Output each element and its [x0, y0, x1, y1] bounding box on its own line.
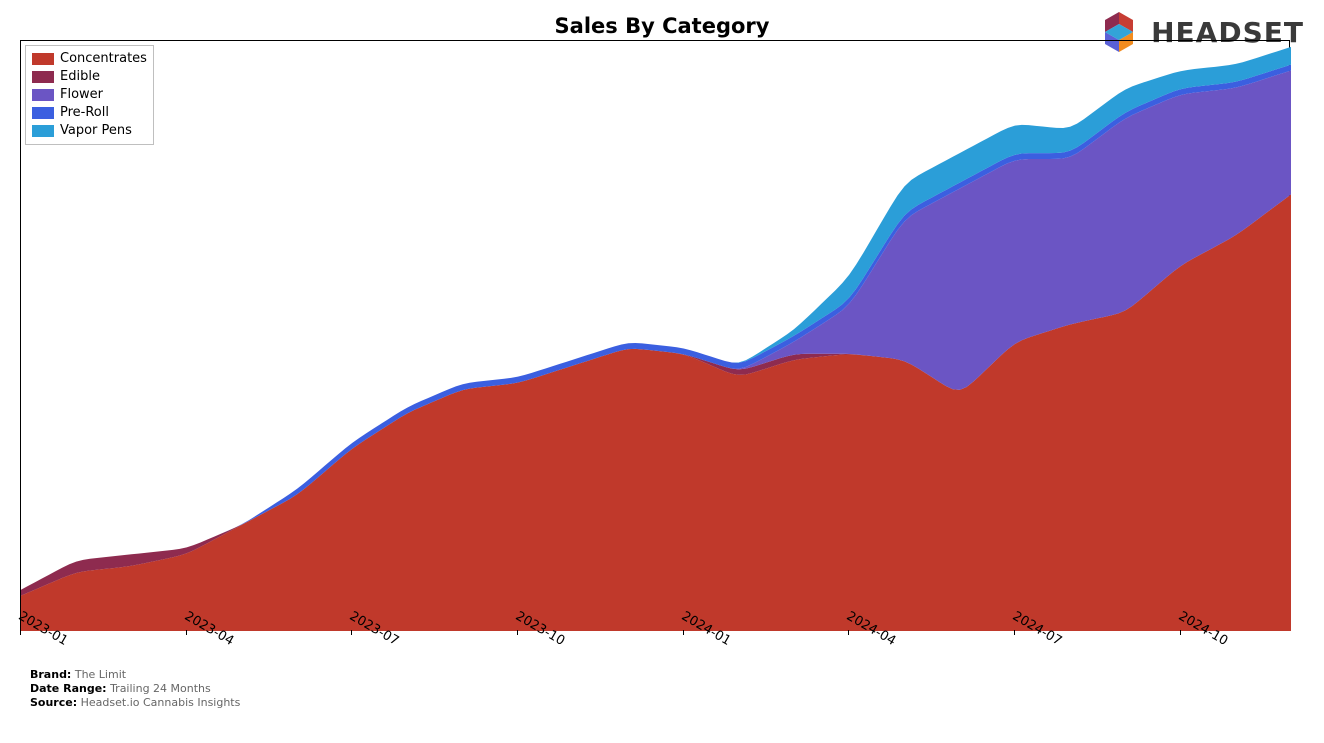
legend-label: Vapor Pens	[60, 122, 132, 140]
legend-label: Edible	[60, 68, 100, 86]
legend-swatch	[32, 53, 54, 65]
legend-item: Concentrates	[32, 50, 147, 68]
legend-swatch	[32, 107, 54, 119]
legend-item: Flower	[32, 86, 147, 104]
meta-source: Source: Headset.io Cannabis Insights	[30, 696, 240, 709]
meta-daterange: Date Range: Trailing 24 Months	[30, 682, 211, 695]
legend-item: Vapor Pens	[32, 122, 147, 140]
x-tick-mark	[1180, 630, 1181, 635]
x-tick-mark	[683, 630, 684, 635]
legend: ConcentratesEdibleFlowerPre-RollVapor Pe…	[25, 45, 154, 145]
figure-root: Sales By Category HEADSET ConcentratesEd…	[0, 0, 1324, 743]
legend-label: Concentrates	[60, 50, 147, 68]
legend-swatch	[32, 71, 54, 83]
x-tick-mark	[517, 630, 518, 635]
area-chart-svg	[21, 41, 1291, 631]
legend-label: Flower	[60, 86, 103, 104]
x-tick-mark	[20, 630, 21, 635]
plot-area: ConcentratesEdibleFlowerPre-RollVapor Pe…	[20, 40, 1290, 630]
legend-swatch	[32, 125, 54, 137]
x-tick-mark	[848, 630, 849, 635]
legend-swatch	[32, 89, 54, 101]
x-tick-mark	[1014, 630, 1015, 635]
legend-item: Pre-Roll	[32, 104, 147, 122]
x-tick-mark	[351, 630, 352, 635]
meta-brand: Brand: The Limit	[30, 668, 126, 681]
legend-item: Edible	[32, 68, 147, 86]
x-tick-mark	[186, 630, 187, 635]
legend-label: Pre-Roll	[60, 104, 109, 122]
